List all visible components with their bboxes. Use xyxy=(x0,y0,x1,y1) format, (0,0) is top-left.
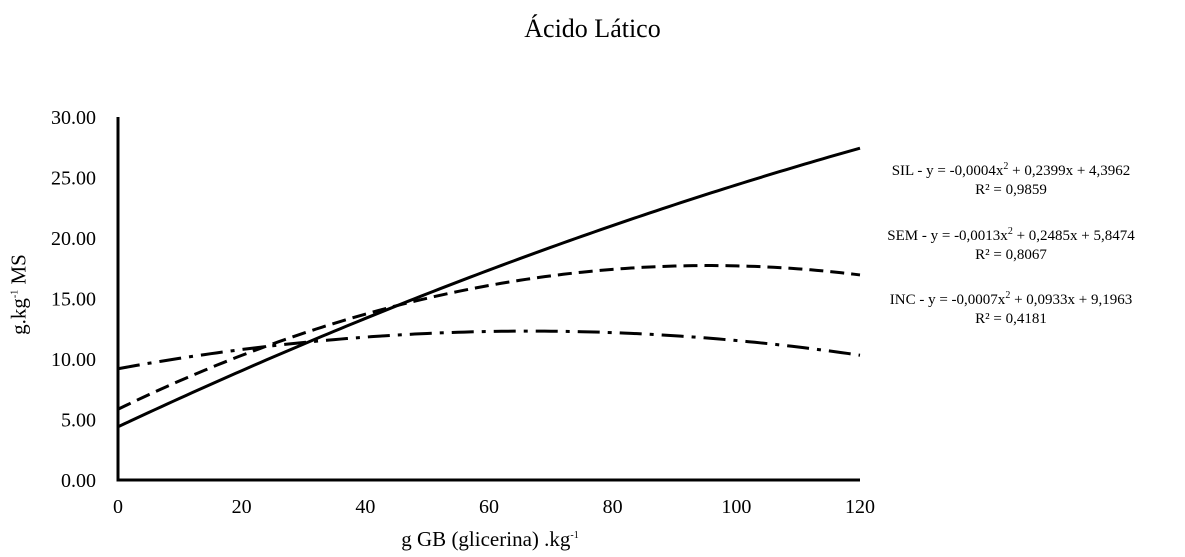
r2-sem: R² = 0,8067 xyxy=(975,247,1047,263)
x-tick-label: 120 xyxy=(845,496,875,518)
equation-inc: INC - y = -0,0007x2 + 0,0933x + 9,1963 R… xyxy=(851,286,1171,329)
y-axis-label: g.kg-1 MS xyxy=(6,254,31,335)
chart-title: Ácido Lático xyxy=(524,14,661,43)
series-line-sil xyxy=(117,146,861,429)
equation-sem: SEM - y = -0,0013x2 + 0,2485x + 5,8474 R… xyxy=(851,222,1171,265)
r2-inc: R² = 0,4181 xyxy=(975,311,1047,327)
x-tick-label: 0 xyxy=(113,496,123,518)
x-tick-label: 100 xyxy=(721,496,751,518)
equation-sil: SIL - y = -0,0004x2 + 0,2399x + 4,3962 R… xyxy=(851,157,1171,200)
x-tick-label: 20 xyxy=(232,496,252,518)
y-tick-label: 25.00 xyxy=(51,168,96,190)
x-tick-label: 40 xyxy=(355,496,375,518)
y-tick-label: 0.00 xyxy=(61,470,96,492)
y-tick-label: 30.00 xyxy=(51,107,96,129)
r2-sil: R² = 0,9859 xyxy=(975,182,1047,198)
y-tick-label: 10.00 xyxy=(51,349,96,371)
x-tick-label: 80 xyxy=(603,496,623,518)
series-line-inc xyxy=(117,329,861,371)
series-line-sem xyxy=(117,264,861,411)
x-axis-label: g GB (glicerina) .kg-1 xyxy=(401,527,579,551)
y-tick-label: 5.00 xyxy=(61,410,96,432)
x-tick-label: 60 xyxy=(479,496,499,518)
y-tick-label: 20.00 xyxy=(51,228,96,250)
y-tick-label: 15.00 xyxy=(51,289,96,311)
